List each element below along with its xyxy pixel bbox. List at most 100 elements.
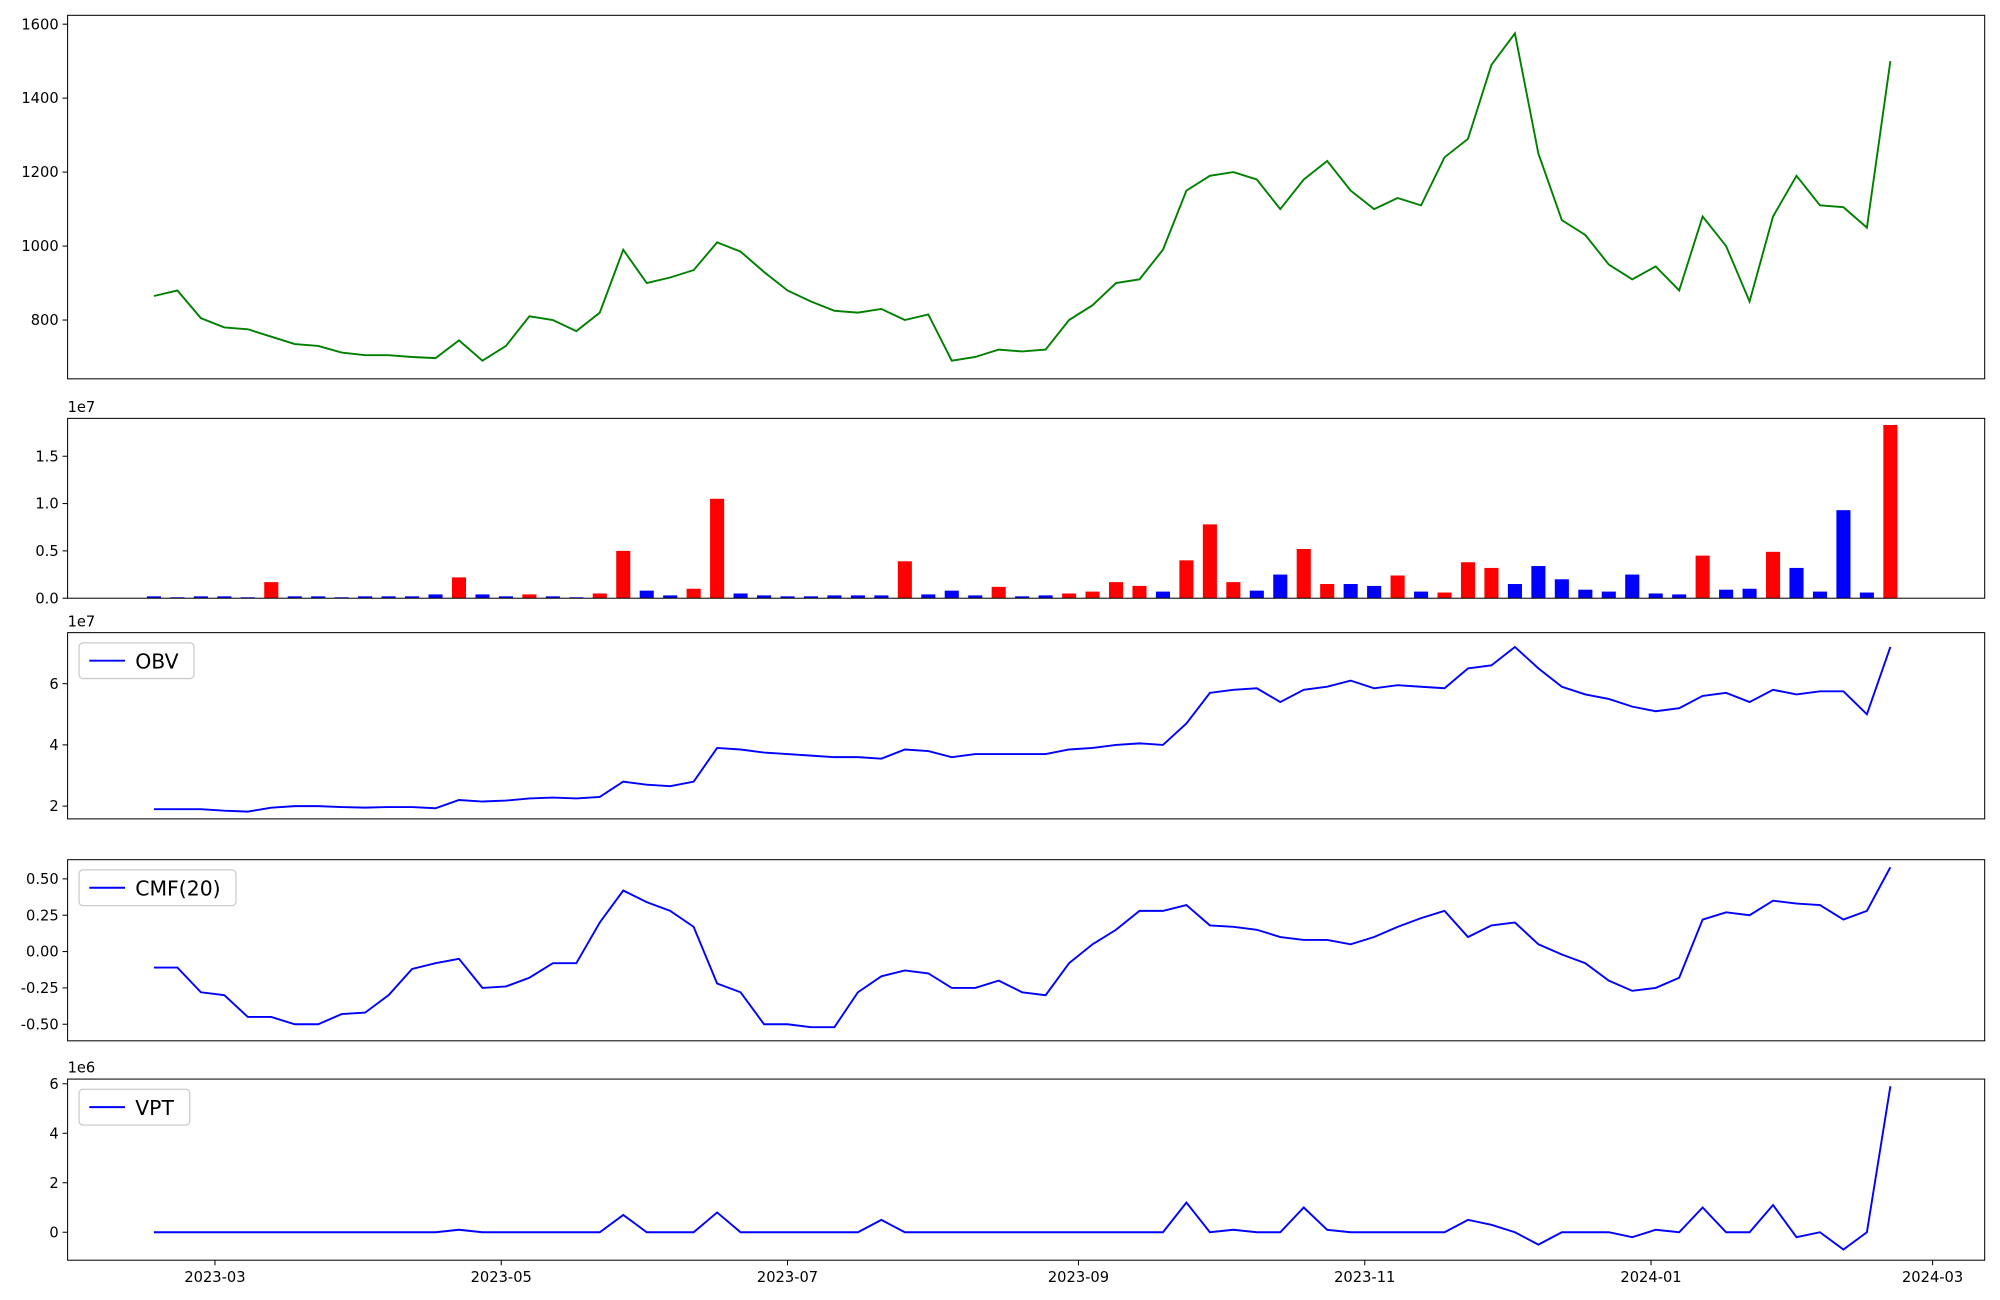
axes-frame xyxy=(67,14,1986,380)
bar xyxy=(1836,510,1851,599)
bar xyxy=(803,596,819,599)
bar xyxy=(1648,593,1663,599)
bar xyxy=(639,590,654,599)
bar xyxy=(1108,582,1124,599)
bar xyxy=(1155,591,1170,599)
bar xyxy=(1226,582,1241,599)
bar xyxy=(1812,591,1828,599)
bar xyxy=(686,588,701,599)
y-tick-label: 2 xyxy=(49,1175,58,1192)
bar xyxy=(1765,551,1781,599)
bar xyxy=(1531,566,1546,599)
bar xyxy=(991,586,1006,599)
y-tick-label: -0.25 xyxy=(21,980,59,997)
bar xyxy=(1249,590,1264,599)
data-line xyxy=(153,31,1892,362)
bar xyxy=(1695,555,1710,599)
y-tick-label: 1.0 xyxy=(35,496,58,513)
bar xyxy=(1132,585,1147,599)
axes-frame xyxy=(67,1078,1986,1261)
bar xyxy=(1085,591,1100,599)
bar xyxy=(1742,588,1757,599)
bar xyxy=(264,582,279,599)
bar xyxy=(710,498,725,599)
y-tick-label: 6 xyxy=(49,676,58,693)
bar xyxy=(850,595,865,599)
bar xyxy=(193,596,208,599)
y-tick-label: 0.25 xyxy=(26,907,59,924)
y-tick-label: 6 xyxy=(49,1076,58,1093)
bar xyxy=(287,596,302,599)
bar xyxy=(968,595,983,599)
x-tick-label: 2024-03 xyxy=(1902,1269,1963,1286)
bar xyxy=(146,596,161,599)
bar xyxy=(897,561,912,599)
y-tick-label: 2 xyxy=(49,798,58,815)
bar xyxy=(1179,560,1194,599)
bar xyxy=(663,595,678,599)
legend-label: OBV xyxy=(135,649,178,673)
y-tick-label: 1000 xyxy=(21,238,58,255)
legend-box xyxy=(78,642,195,680)
bar xyxy=(217,596,232,599)
bar xyxy=(944,590,959,599)
y-tick-label: 0.5 xyxy=(35,543,58,560)
data-line xyxy=(153,645,1892,813)
bar xyxy=(405,596,420,599)
legend-label: VPT xyxy=(135,1096,174,1120)
bar xyxy=(757,595,772,599)
bar xyxy=(1038,595,1053,599)
y-tick-label: 1400 xyxy=(21,90,58,107)
axes-frame xyxy=(67,859,1986,1042)
legend-label: CMF(20) xyxy=(135,876,220,900)
legend-box xyxy=(78,1088,191,1126)
bar xyxy=(1859,592,1874,599)
bar xyxy=(1578,589,1593,599)
x-tick-label: 2023-07 xyxy=(757,1269,818,1286)
bar xyxy=(1062,593,1077,599)
bar xyxy=(1719,589,1734,599)
bar xyxy=(498,596,513,599)
bar xyxy=(428,594,443,599)
bar xyxy=(1390,575,1405,599)
bar xyxy=(522,594,537,599)
x-tick-label: 2024-01 xyxy=(1620,1269,1681,1286)
bar xyxy=(1296,548,1311,599)
bar xyxy=(381,596,396,599)
axes-frame xyxy=(67,417,1986,599)
bar xyxy=(1601,591,1616,599)
bar xyxy=(1367,585,1382,599)
y-tick-label: 1200 xyxy=(21,164,58,181)
bar xyxy=(1484,567,1499,599)
bar xyxy=(921,594,936,599)
y-tick-label: 1.5 xyxy=(35,448,58,465)
y-tick-label: 1600 xyxy=(21,16,58,33)
y-tick-label: 0 xyxy=(49,1224,58,1241)
y-tick-label: 800 xyxy=(31,312,59,329)
bar xyxy=(1507,584,1522,599)
data-line xyxy=(153,866,1892,1029)
x-tick-label: 2023-09 xyxy=(1048,1269,1109,1286)
legend-box xyxy=(78,869,237,907)
offset-label: 1e6 xyxy=(68,1060,96,1077)
bar xyxy=(1437,592,1452,599)
bar xyxy=(827,595,842,599)
bar xyxy=(475,594,490,599)
x-tick-label: 2023-03 xyxy=(184,1269,245,1286)
bar xyxy=(780,596,795,599)
x-tick-label: 2023-11 xyxy=(1334,1269,1395,1286)
bar xyxy=(451,577,467,599)
bar xyxy=(1672,594,1687,599)
bar xyxy=(733,593,748,599)
axes-frame xyxy=(67,632,1986,820)
y-tick-label: 0.0 xyxy=(35,590,58,607)
bar xyxy=(1789,567,1804,599)
y-tick-label: 4 xyxy=(49,1125,58,1142)
bar xyxy=(1343,584,1358,599)
bar xyxy=(358,596,373,599)
y-tick-label: -0.50 xyxy=(21,1016,59,1033)
bar xyxy=(1320,584,1335,599)
bar xyxy=(1414,591,1429,599)
